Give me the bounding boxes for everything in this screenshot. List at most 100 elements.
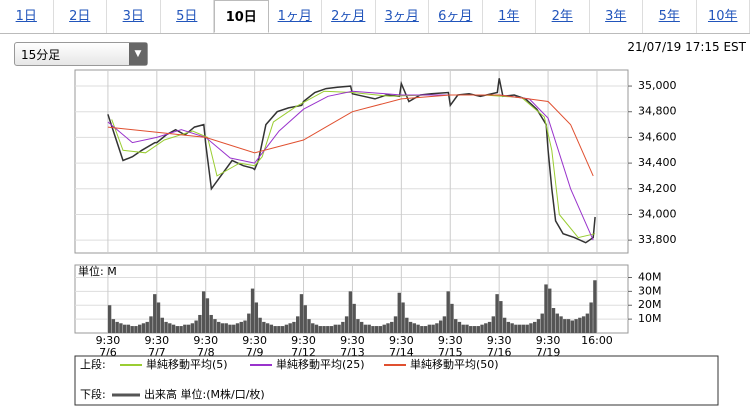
tab[interactable]: 10日 (214, 0, 269, 33)
volume-bar (491, 316, 496, 333)
volume-bar (232, 324, 236, 333)
ma-line (111, 90, 596, 239)
volume-bar (405, 317, 409, 333)
volume-bar (107, 305, 112, 333)
price-plot (74, 69, 629, 254)
interval-text: 15分足 (21, 48, 61, 62)
x-tick-label: 16:00 (581, 334, 613, 347)
tab[interactable]: 5年 (643, 0, 697, 33)
volume-bar (420, 326, 424, 333)
x-tick-label: 9:30 (96, 334, 121, 347)
volume-bar (476, 326, 480, 333)
volume-bar (220, 323, 225, 333)
volume-bar (517, 324, 522, 333)
ma-line (107, 90, 594, 241)
y-tick-label: 34,800 (638, 105, 677, 118)
volume-bar (593, 280, 597, 333)
tab[interactable]: 1年 (483, 0, 536, 33)
x-tick-label: 9:30 (144, 334, 169, 347)
volume-bar (284, 324, 289, 333)
volume-bar (589, 302, 593, 333)
volume-bar (250, 288, 255, 333)
volume-bar (408, 321, 413, 333)
x-tick-label: 9:30 (193, 334, 218, 347)
volume-bar (423, 326, 428, 333)
volume-bar (499, 301, 503, 333)
volume-bar (495, 294, 499, 333)
volume-bar (186, 324, 191, 333)
tab[interactable]: 3年 (590, 0, 643, 33)
volume-bar (521, 324, 526, 333)
volume-bar (540, 313, 544, 333)
tab[interactable]: 3ヶ月 (376, 0, 429, 33)
tab[interactable]: 6ヶ月 (429, 0, 483, 33)
volume-bar (171, 324, 176, 333)
interval-select[interactable]: 15分足 ▼ (14, 42, 148, 66)
volume-bar (578, 317, 582, 333)
volume-bar (367, 324, 371, 333)
volume-bar (559, 316, 563, 333)
x-tick-label: 9:30 (536, 334, 561, 347)
tab[interactable]: 3日 (107, 0, 161, 33)
volume-bar (401, 302, 405, 333)
ma-line (107, 94, 594, 177)
legend-entry: 単純移動平均(50) (410, 357, 499, 371)
volume-bar (544, 284, 548, 333)
volume-bar (548, 288, 552, 333)
y-tick-label: 33,800 (638, 233, 677, 246)
volume-bar (134, 326, 138, 333)
volume-bar (224, 323, 228, 333)
volume-bar (363, 324, 368, 333)
x-tick-label: 9:30 (487, 334, 512, 347)
price-line (107, 78, 596, 244)
volume-bar (442, 316, 447, 333)
volume-bar (160, 317, 164, 333)
volume-bar (510, 323, 514, 333)
legend-entry: 出来高 単位:(M株/口/枚) (144, 387, 265, 401)
tab[interactable]: 1日 (0, 0, 54, 33)
volume-bar (555, 313, 559, 333)
tab[interactable]: 1ヶ月 (269, 0, 322, 33)
y-tick-label: 34,000 (638, 207, 677, 220)
x-tick-label: 9:30 (291, 334, 316, 347)
volume-bar (566, 319, 571, 333)
volume-bar (525, 324, 529, 333)
volume-bar (288, 323, 292, 333)
volume-bar (265, 323, 270, 333)
volume-bar (277, 326, 281, 333)
y-tick-label: 30M (638, 284, 662, 297)
volume-bar (145, 321, 149, 333)
tab[interactable]: 2日 (54, 0, 107, 33)
y-tick-label: 20M (638, 298, 662, 311)
volume-bar (296, 316, 300, 333)
y-tick-label: 34,600 (638, 130, 677, 143)
tab[interactable]: 2年 (536, 0, 590, 33)
legend-box (74, 355, 719, 406)
tab[interactable]: 5日 (161, 0, 214, 33)
volume-bar (427, 324, 432, 333)
volume-bar (397, 292, 401, 333)
volume-bar (506, 321, 511, 333)
volume-bar (254, 302, 259, 333)
volume-bar (311, 323, 315, 333)
tab-bar: 1日 2日 3日 5日 10日 1ヶ月 2ヶ月 3ヶ月 6ヶ月 1年 2年 3年 5年 10年 (0, 0, 750, 34)
volume-bar (239, 321, 243, 333)
volume-bar (465, 324, 469, 333)
y-tick-label: 34,400 (638, 156, 677, 169)
volume-bar (514, 324, 518, 333)
volume-bar (292, 321, 296, 333)
volume-bar (551, 308, 556, 333)
volume-bar (480, 324, 484, 333)
tab[interactable]: 2ヶ月 (322, 0, 376, 33)
volume-bar (213, 319, 217, 333)
volume-bar (201, 291, 206, 333)
volume-bar (359, 321, 364, 333)
volume-bar (356, 319, 360, 333)
volume-bar (280, 326, 285, 333)
volume-bar (386, 323, 390, 333)
volume-bar (262, 321, 266, 333)
volume-bar (273, 326, 277, 333)
volume-bar (326, 326, 330, 333)
volume-bar (529, 323, 533, 333)
